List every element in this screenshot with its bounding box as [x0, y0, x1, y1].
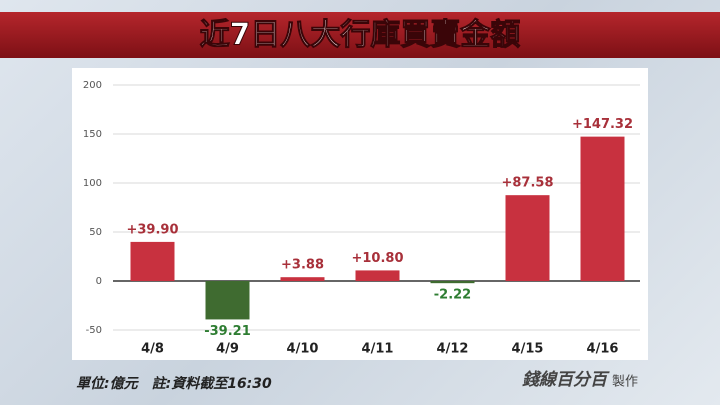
- plot-panel: [72, 68, 648, 360]
- footnote: 單位:億元 註:資料截至16:30: [76, 375, 272, 392]
- bar: [580, 136, 625, 281]
- bar: [280, 277, 325, 281]
- y-tick-label: 150: [83, 129, 102, 140]
- y-tick-label: 50: [89, 227, 102, 238]
- y-tick-label: -50: [86, 325, 102, 336]
- bar: [430, 281, 475, 284]
- value-label: +87.58: [501, 176, 553, 191]
- x-tick-label: 4/15: [512, 342, 544, 357]
- x-tick-label: 4/16: [587, 342, 619, 357]
- x-tick-label: 4/8: [141, 342, 164, 357]
- bar: [355, 270, 400, 281]
- y-tick-label: 100: [83, 178, 102, 189]
- bar: [130, 241, 175, 281]
- logo: 錢線百分百: [522, 370, 610, 390]
- value-label: -2.22: [434, 288, 471, 303]
- value-label: +3.88: [281, 258, 324, 273]
- chart-title: 近7日八大行庫買賣金額: [200, 18, 521, 53]
- title-band: [0, 12, 720, 58]
- x-tick-label: 4/9: [216, 342, 239, 357]
- x-tick-label: 4/10: [287, 342, 319, 357]
- value-label: +10.80: [351, 251, 403, 266]
- x-tick-label: 4/12: [437, 342, 469, 357]
- logo-suffix: 製作: [612, 375, 638, 390]
- bar: [505, 195, 550, 281]
- y-tick-label: 200: [83, 80, 102, 91]
- value-label: -39.21: [204, 324, 251, 339]
- x-tick-label: 4/11: [362, 342, 394, 357]
- bar: [205, 281, 250, 320]
- value-label: +39.90: [126, 222, 178, 237]
- y-tick-label: 0: [96, 276, 102, 287]
- value-label: +147.32: [572, 117, 633, 132]
